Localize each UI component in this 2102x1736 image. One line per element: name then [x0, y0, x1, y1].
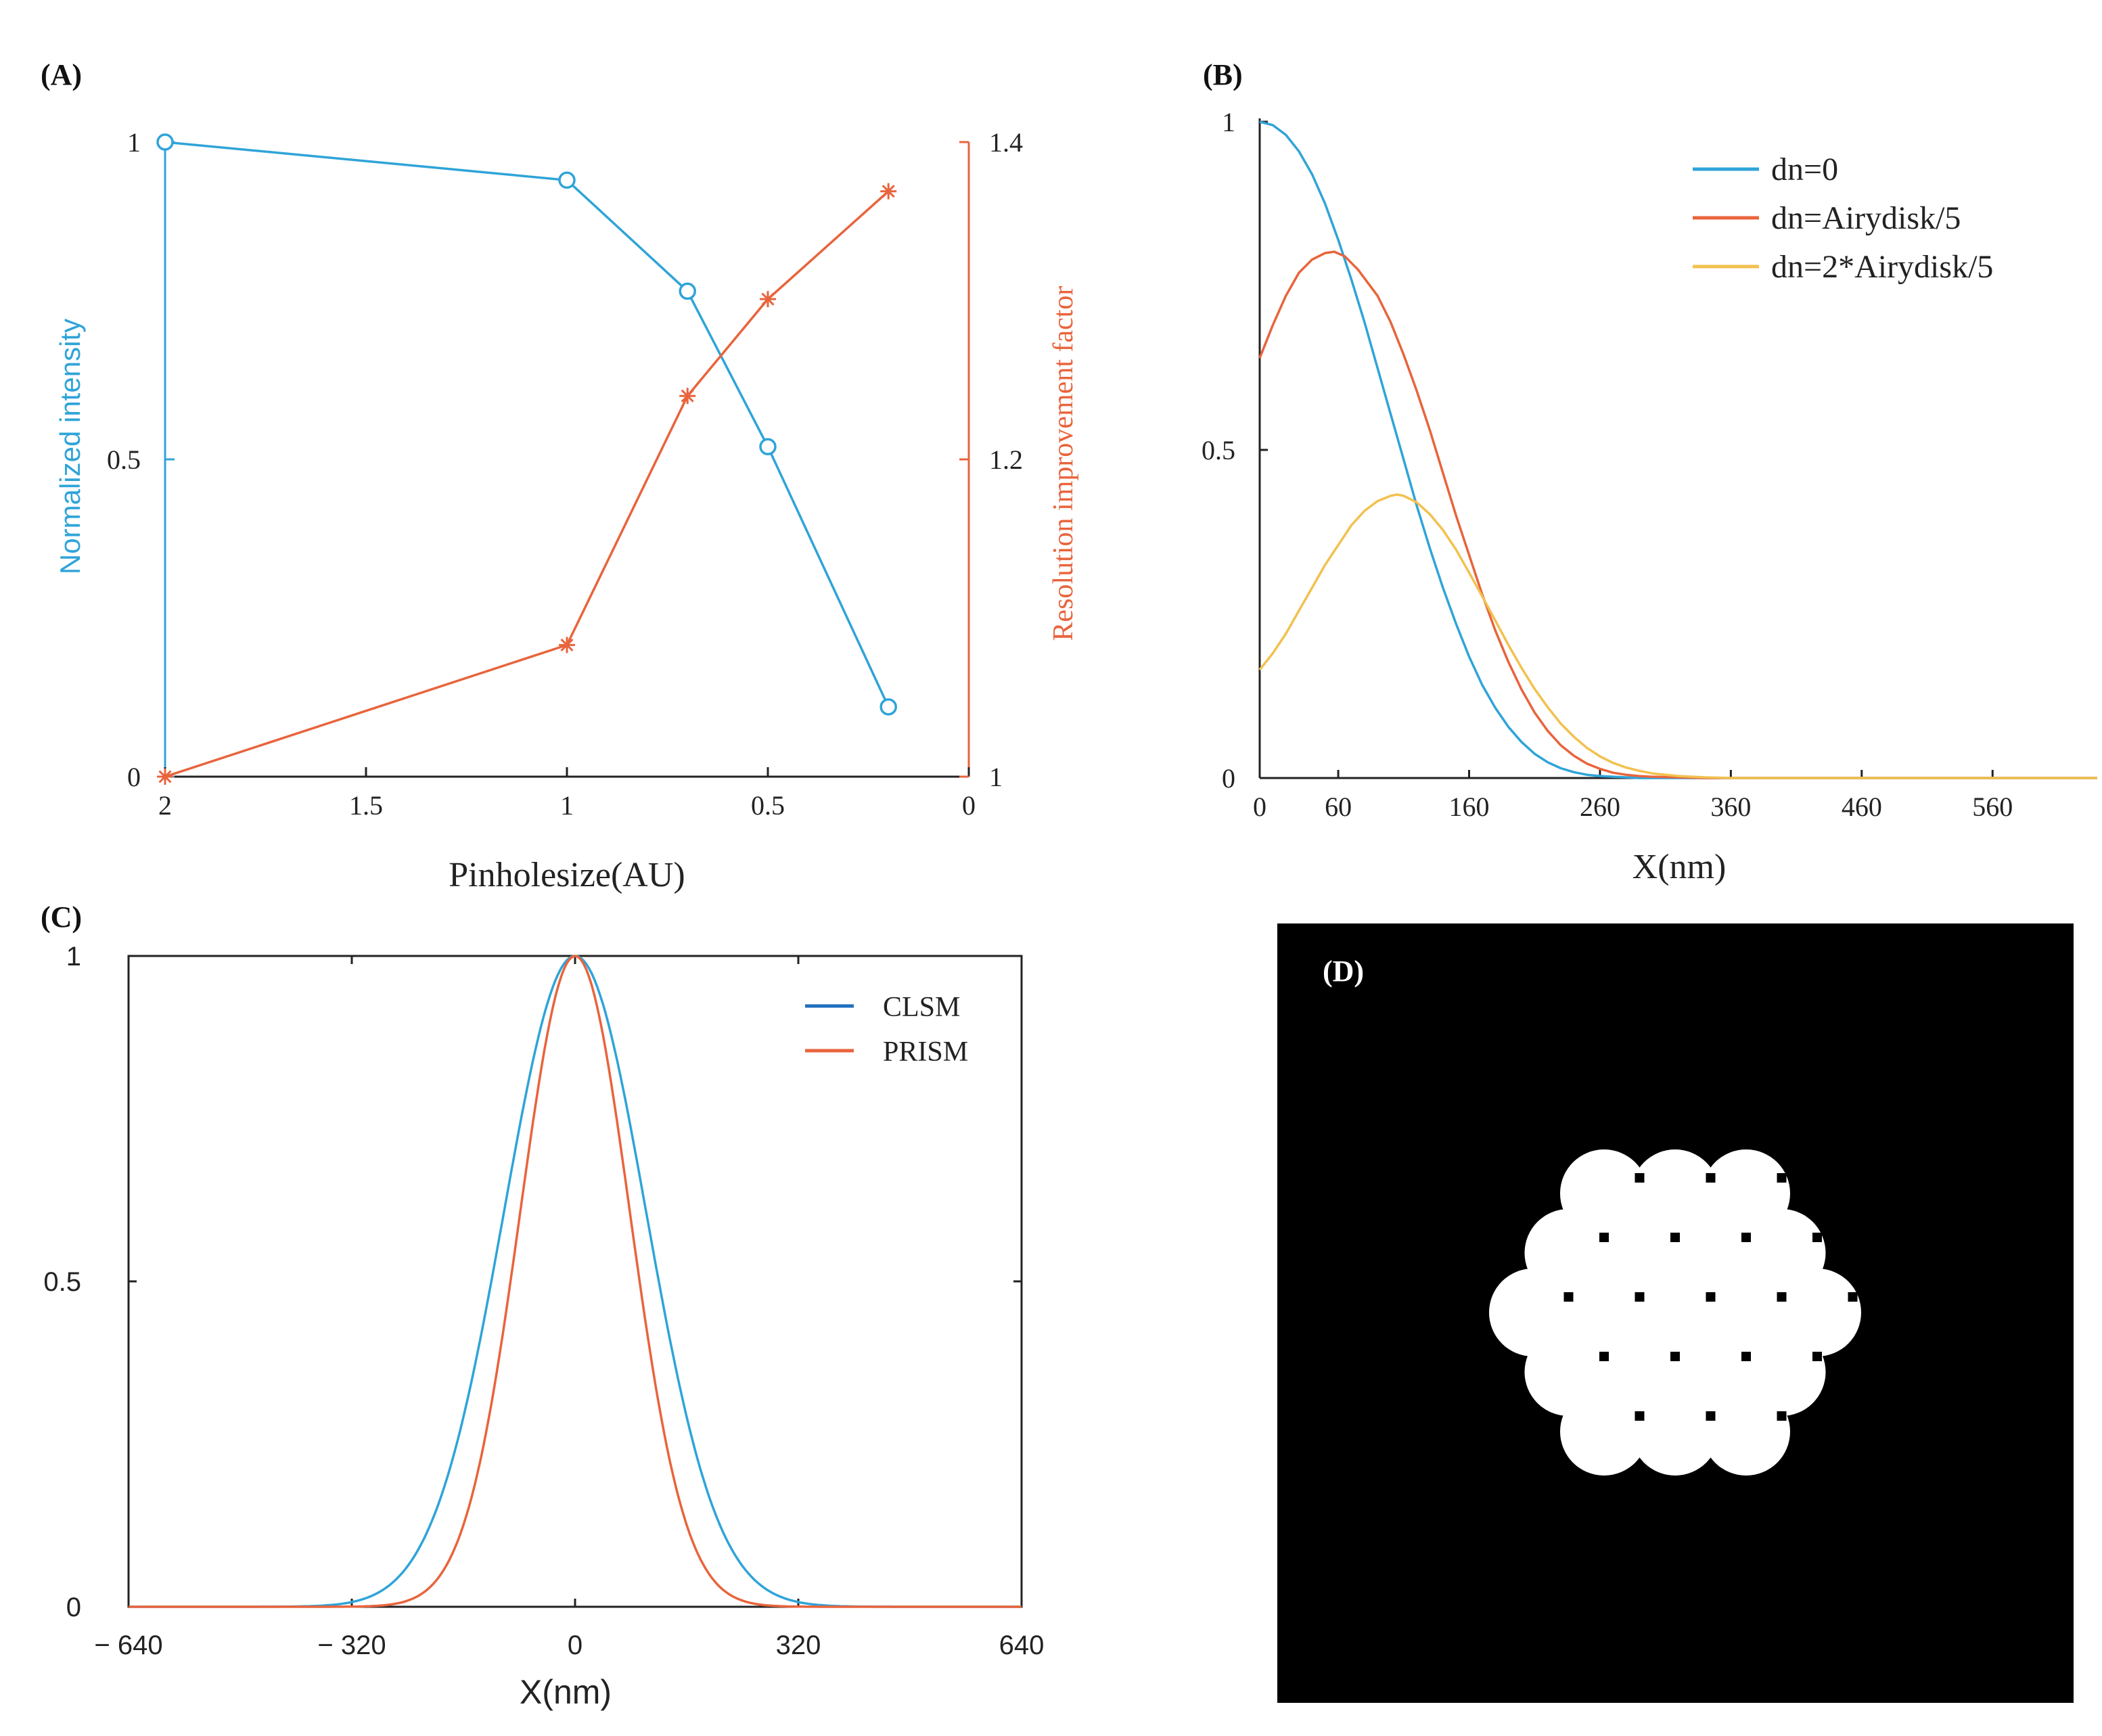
pinhole-gap: [1599, 1352, 1609, 1361]
resolution-point: [157, 769, 173, 785]
x-tick-label: 640: [999, 1630, 1045, 1660]
panel-b-label: (B): [1203, 58, 1243, 91]
pinhole-gap: [1670, 1352, 1680, 1361]
x-tick-label: 0: [962, 790, 976, 821]
panel-c-legend: CLSM PRISM: [805, 992, 968, 1068]
resolution-point: [760, 291, 776, 308]
intensity-point: [558, 171, 576, 189]
y-tick-label: 1: [1222, 107, 1235, 137]
resolution-point: [679, 388, 696, 405]
x-tick-label: 1.5: [349, 790, 383, 821]
pinhole-gap: [1777, 1292, 1787, 1302]
intensity-line: [164, 141, 890, 708]
pinhole-gap: [1706, 1173, 1716, 1183]
pinhole-gap: [1635, 1292, 1645, 1302]
y-tick-label: 0: [66, 1593, 81, 1622]
panel-b-series: [1258, 120, 2097, 779]
panel-a-x-ticks: 2 1.5 1 0.5 0: [158, 767, 976, 821]
panel-a: (A) 2 1.5 1 0.5 0 00.51 11.21.4 Pinholesize(…: [41, 58, 1079, 894]
pinhole-gap: [1670, 1233, 1680, 1242]
y-tick-label: 0.5: [107, 444, 141, 475]
panel-a-y-ticks-right: 1 1.2 1.4: [959, 127, 1023, 792]
pinhole-gap: [1599, 1233, 1609, 1242]
y-tick-label: 0.5: [1202, 435, 1235, 465]
pinhole-gap: [1741, 1233, 1751, 1242]
legend-label-clsm: CLSM: [883, 992, 960, 1023]
curve-prism: [129, 955, 1022, 1608]
curve-dn0: [1259, 120, 2097, 779]
pinhole-gap: [1635, 1173, 1645, 1183]
legend-label-dn0: dn=0: [1771, 152, 1838, 187]
panel-b-x-ticks: 0 60 160 260 360 460 560: [1253, 770, 2013, 822]
panel-a-y-label: Normalized intensity: [54, 319, 86, 574]
panel-b: (B) 0 60 160 260 360 460 560 00.51 X(nm) dn=0 …: [1202, 58, 2097, 886]
x-tick-label: − 320: [317, 1630, 386, 1660]
intensity-point: [156, 133, 174, 151]
panel-d-label: (D): [1323, 955, 1364, 988]
panel-c-series: [129, 955, 1022, 1608]
resolution-line: [164, 190, 890, 778]
panel-c-x-label: X(nm): [520, 1673, 612, 1711]
pinhole-disk: [1702, 1388, 1790, 1476]
x-tick-label: 2: [158, 790, 172, 821]
x-tick-label: 0: [1253, 792, 1266, 822]
pinhole-gap: [1848, 1292, 1858, 1302]
y-tick-label: 0: [1222, 763, 1235, 794]
legend-label-prism: PRISM: [883, 1036, 968, 1068]
y-tick-label: 0.5: [43, 1267, 81, 1297]
intensity-point: [879, 698, 897, 716]
pinhole-gap: [1706, 1292, 1716, 1302]
legend-label-dn-2airy5: dn=2*Airydisk/5: [1771, 249, 1993, 285]
panel-a-label: (A): [41, 58, 82, 91]
panel-b-legend: dn=0 dn=Airydisk/5 dn=2*Airydisk/5: [1693, 152, 1993, 285]
resolution-point: [559, 637, 575, 654]
x-tick-label: 160: [1449, 792, 1490, 822]
pinhole-gap: [1741, 1352, 1751, 1361]
y-tick-label: 1: [66, 942, 81, 972]
panel-b-y-ticks: 00.51: [1202, 107, 1268, 794]
curve-dn-airy5: [1258, 250, 2097, 779]
panel-d: (D): [1277, 923, 2074, 1703]
panel-c-y-ticks: 00.51: [43, 942, 1022, 1622]
x-tick-label: 560: [1972, 792, 2013, 822]
panel-b-x-label: X(nm): [1632, 848, 1727, 886]
x-tick-label: 260: [1580, 792, 1620, 822]
intensity-point: [759, 438, 777, 455]
y-right-tick-label: 1: [989, 762, 1003, 792]
panel-a-y-label-right: Resolution improvement factor: [1048, 286, 1079, 641]
legend-label-dn-airy5: dn=Airydisk/5: [1771, 200, 1961, 236]
pinhole-gap: [1812, 1352, 1822, 1361]
resolution-point: [880, 183, 897, 200]
pinhole-disk: [1631, 1388, 1719, 1476]
x-tick-label: 60: [1325, 792, 1352, 822]
pinhole-gap: [1777, 1173, 1787, 1183]
x-tick-label: 1: [560, 790, 574, 821]
y-tick-label: 1: [127, 127, 141, 158]
x-tick-label: 360: [1710, 792, 1751, 822]
x-tick-label: 320: [776, 1630, 821, 1660]
y-tick-label: 0: [127, 762, 141, 792]
pinhole-gap: [1706, 1411, 1716, 1421]
pinhole-gap: [1635, 1411, 1645, 1421]
panel-c-label: (C): [41, 900, 82, 934]
x-tick-label: 460: [1842, 792, 1882, 822]
panel-a-x-label: Pinholesize(AU): [449, 856, 685, 894]
y-right-tick-label: 1.2: [989, 444, 1023, 475]
x-tick-label: − 640: [94, 1630, 162, 1660]
panel-a-series: [156, 133, 897, 785]
pinhole-gap: [1563, 1292, 1574, 1302]
x-tick-label: 0: [568, 1630, 582, 1660]
pinhole-disk: [1560, 1388, 1648, 1476]
panel-a-y-ticks: 00.51: [107, 127, 175, 792]
pinhole-gap: [1812, 1233, 1822, 1242]
hexagonal-pinhole-pattern: [1489, 1149, 1861, 1476]
panel-c-x-ticks: − 640 − 320 0 320 640: [94, 956, 1044, 1660]
panel-c: (C) − 640− 320 0 320 640 00.51 X(nm) CLSM P…: [41, 900, 1044, 1711]
curve-dn-2airy5: [1258, 493, 2097, 779]
y-right-tick-label: 1.4: [989, 127, 1023, 158]
intensity-point: [679, 282, 696, 300]
x-tick-label: 0.5: [751, 790, 785, 821]
pinhole-gap: [1777, 1411, 1787, 1421]
